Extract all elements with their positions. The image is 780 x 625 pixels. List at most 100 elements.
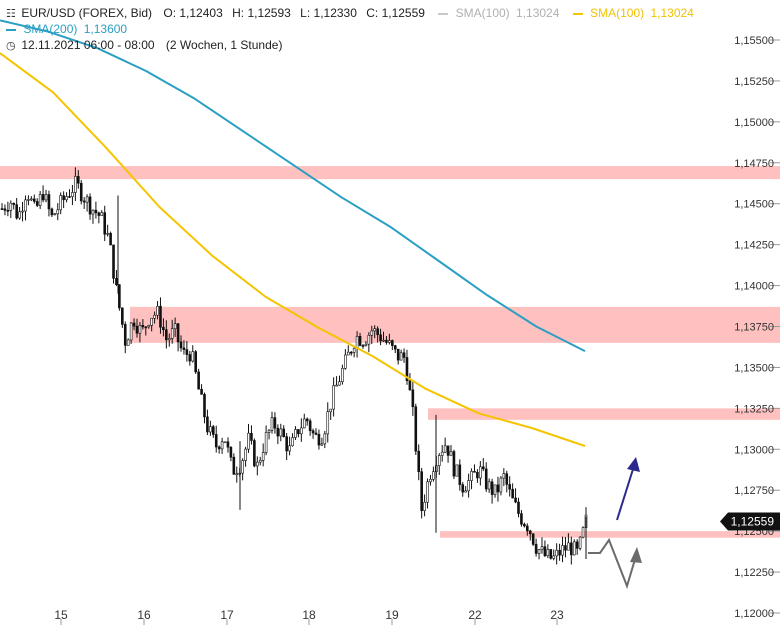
candle-body xyxy=(526,525,529,532)
sma-line-200 xyxy=(0,19,586,352)
candle-body xyxy=(112,244,115,279)
candle-body xyxy=(167,338,171,341)
candle-body xyxy=(540,546,544,551)
candle-body xyxy=(388,340,391,343)
candle-body xyxy=(82,200,86,203)
candle-body xyxy=(411,389,415,408)
candle-body xyxy=(144,326,148,329)
candle-body xyxy=(129,322,133,341)
candle-body xyxy=(420,471,423,511)
candle-body xyxy=(373,328,377,332)
clock-icon: ◷ xyxy=(6,40,16,52)
candle-body xyxy=(91,209,95,215)
candle-body xyxy=(6,210,10,212)
candle-body xyxy=(305,418,309,422)
candle-body xyxy=(385,339,388,343)
candle-body xyxy=(97,212,101,216)
candle-body xyxy=(79,182,83,202)
candle-body xyxy=(514,497,517,503)
candle-body xyxy=(528,530,532,535)
candle-body xyxy=(308,420,312,432)
resistance-zone xyxy=(428,408,780,420)
candle-body xyxy=(502,473,506,479)
candle-body xyxy=(558,549,561,556)
sma200-label: SMA(200) xyxy=(23,22,78,36)
candle-body xyxy=(176,323,180,343)
moving-averages xyxy=(0,19,586,447)
candle-body xyxy=(211,426,215,435)
candle-body xyxy=(59,195,62,211)
candle-body xyxy=(423,501,426,511)
candle-body xyxy=(106,232,109,235)
candle-body xyxy=(473,471,476,473)
gray-arrow-head xyxy=(630,547,642,563)
candle-body xyxy=(71,192,74,197)
candle-body xyxy=(68,196,71,198)
candle-body xyxy=(361,345,365,347)
candle-body xyxy=(335,384,338,387)
candle-body xyxy=(109,232,112,246)
period-label: (2 Wochen, 1 Stunde) xyxy=(165,38,283,52)
low-value: L: 1,12330 xyxy=(300,6,357,20)
candle-body xyxy=(21,210,24,213)
candle-body xyxy=(505,473,509,485)
candle-body xyxy=(581,527,585,538)
candle-body xyxy=(314,432,318,435)
candle-body xyxy=(15,204,18,219)
candle-body xyxy=(520,513,523,525)
sma-line-100 xyxy=(0,52,586,447)
up-arrow-head xyxy=(627,457,640,472)
candle-body xyxy=(341,368,344,382)
candle-body xyxy=(35,201,39,206)
y-tick-label: 1,13000 xyxy=(734,444,774,456)
sma100-gray-swatch xyxy=(438,12,449,15)
price-axis: 1,15500 1,15250 1,15000 1,14750 1,14500 1,142… xyxy=(720,35,780,620)
candle-body xyxy=(279,428,283,437)
candle-body xyxy=(258,459,262,463)
candle-body xyxy=(511,488,514,499)
candle-body xyxy=(24,199,27,212)
candle-body xyxy=(132,322,136,327)
y-tick-label: 1,13500 xyxy=(734,362,774,374)
candle-body xyxy=(476,472,479,479)
candle-body xyxy=(200,388,203,395)
legend-row-1: ☷ EUR/USD (FOREX, Bid) O: 1,12403 H: 1,1… xyxy=(6,5,694,22)
candle-body xyxy=(170,328,174,339)
candle-body xyxy=(282,428,286,437)
candle-body xyxy=(376,328,379,336)
y-tick-label: 1,15000 xyxy=(734,117,774,129)
candle-body xyxy=(332,385,335,410)
candle-body xyxy=(103,212,107,235)
candle-body xyxy=(217,446,221,450)
candle-body xyxy=(326,411,330,435)
candle-body xyxy=(253,440,256,467)
candle-body xyxy=(197,371,200,390)
candle-body xyxy=(12,202,16,205)
candle-body xyxy=(432,471,435,480)
candle-body xyxy=(543,546,547,556)
candle-body xyxy=(338,381,341,386)
sma100-gray-value: 1,13024 xyxy=(516,6,560,20)
candle-body xyxy=(382,339,385,342)
candle-body xyxy=(302,418,306,429)
candle-body xyxy=(0,208,4,210)
candle-body xyxy=(50,208,54,216)
candle-body xyxy=(232,456,236,475)
candle-body xyxy=(396,348,400,361)
candle-body xyxy=(47,194,51,210)
candle-body xyxy=(443,445,447,453)
candle-body xyxy=(567,542,570,551)
candle-body xyxy=(393,345,397,350)
x-tick-label: 22 xyxy=(468,608,482,622)
projection-arrows xyxy=(588,457,642,590)
candle-body xyxy=(123,324,127,346)
candle-body xyxy=(121,307,124,325)
candle-body xyxy=(367,334,371,345)
candle-body xyxy=(546,549,550,556)
candlestick-icon: ☷ xyxy=(6,8,16,20)
candle-body xyxy=(38,194,42,206)
open-value: O: 1,12403 xyxy=(163,6,223,20)
candle-body xyxy=(349,351,353,354)
candle-body xyxy=(517,501,520,514)
